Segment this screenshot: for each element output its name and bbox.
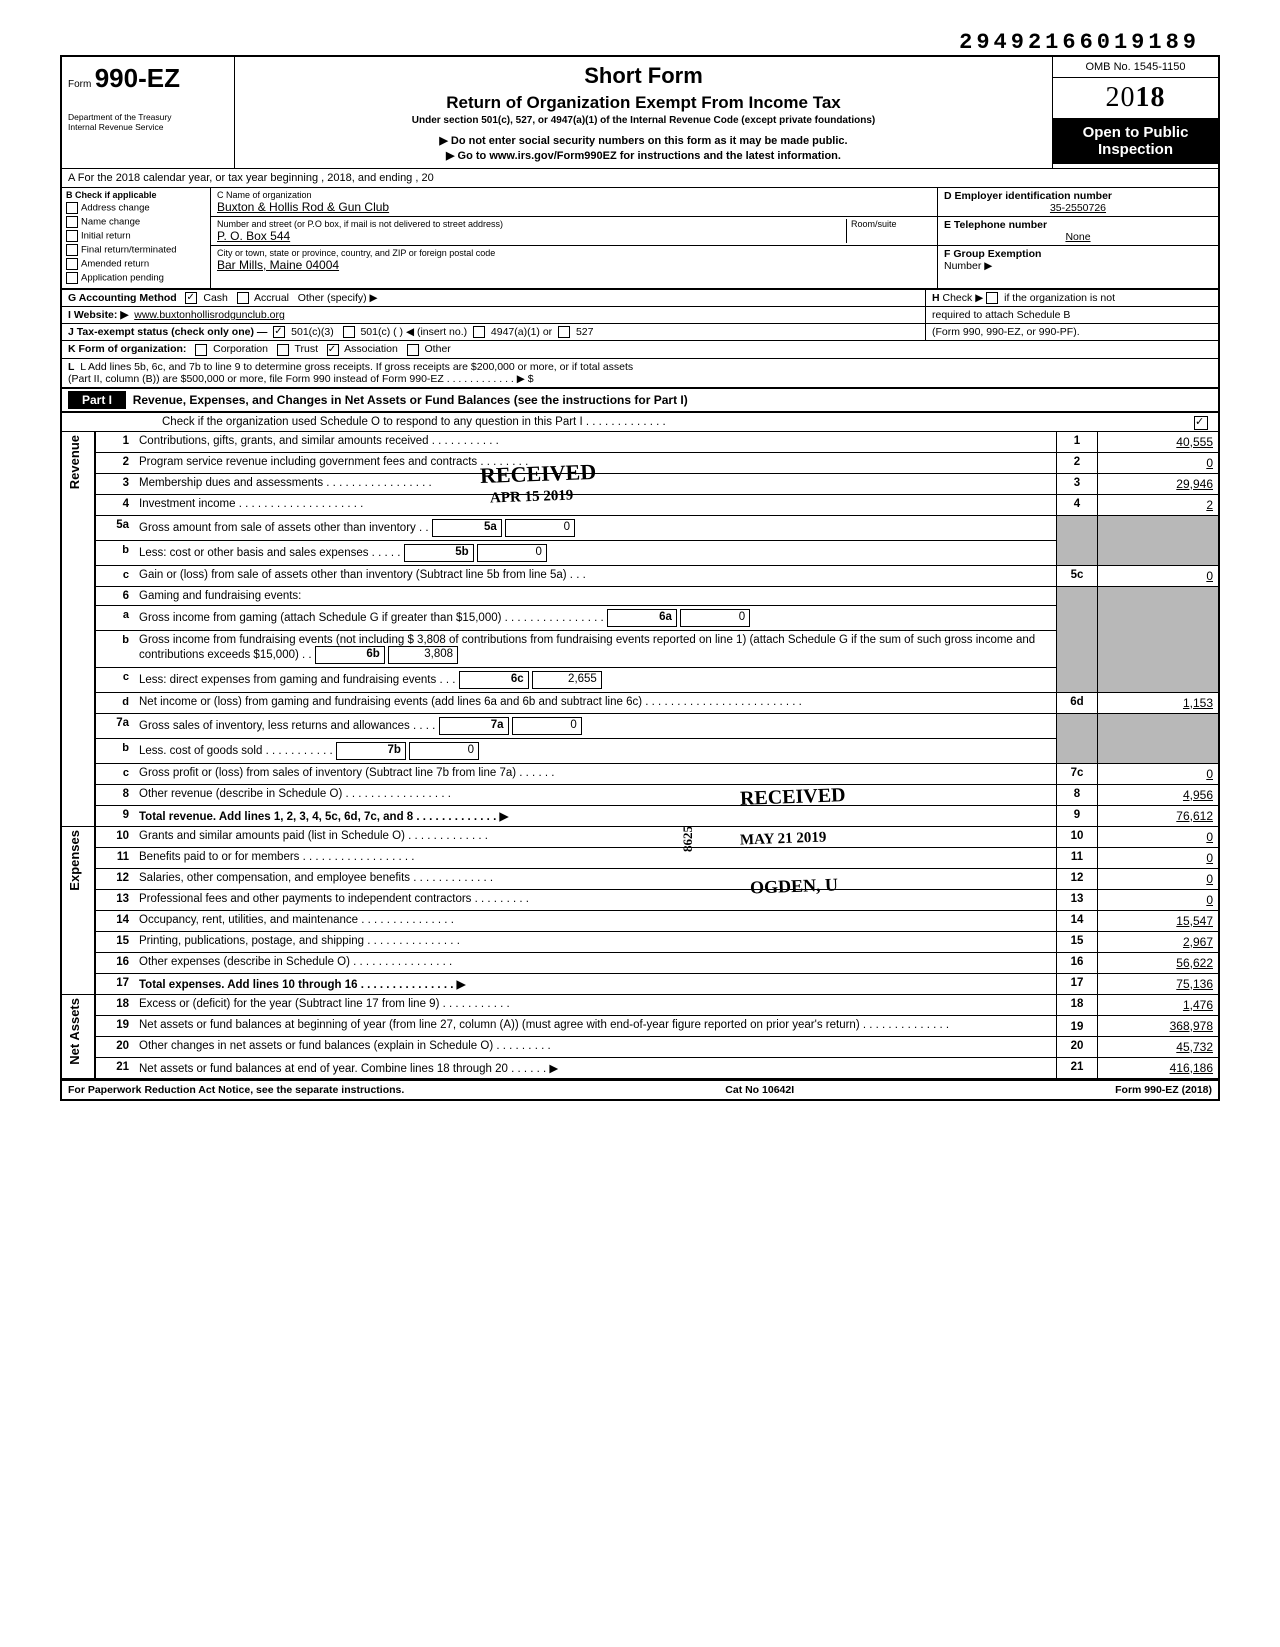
stamp-received-1: RECEIVED [480, 459, 597, 489]
c-label: C Name of organization [217, 190, 931, 200]
instruction-1: ▶ Do not enter social security numbers o… [247, 134, 1040, 147]
row-h: H Check ▶ if the organization is not [925, 290, 1218, 306]
row-j: J Tax-exempt status (check only one) — 5… [62, 324, 925, 340]
stamp-side: 8625 [680, 826, 696, 852]
chk-pending: Application pending [66, 272, 206, 284]
row-h3: (Form 990, 990-EZ, or 990-PF). [925, 324, 1218, 340]
chk-4947 [473, 326, 485, 338]
chk-assoc [327, 344, 339, 356]
chk-h [986, 292, 998, 304]
header-right: OMB No. 1545-1150 2018 Open to Public In… [1052, 57, 1218, 168]
chk-501c3 [273, 326, 285, 338]
addr-val: P. O. Box 544 [217, 229, 846, 243]
right-block: D Employer identification number 35-2550… [937, 188, 1218, 288]
footer-right: Form 990-EZ (2018) [1115, 1084, 1212, 1096]
revenue-side: Revenue [61, 431, 95, 826]
org-name: Buxton & Hollis Rod & Gun Club [217, 200, 931, 214]
stamp-ogden: OGDEN, U [750, 874, 839, 898]
document-number: 29492166019189 [60, 30, 1220, 55]
e-cell: E Telephone number None [938, 217, 1218, 246]
addr-label: Number and street (or P.O box, if mail i… [217, 219, 846, 229]
row-g: G Accounting Method Cash Accrual Other (… [62, 290, 925, 306]
addr-cell: Number and street (or P.O box, if mail i… [211, 217, 937, 246]
d-val: 35-2550726 [944, 202, 1212, 214]
stamp-date-2: MAY 21 2019 [740, 829, 827, 849]
form-subtitle: Return of Organization Exempt From Incom… [247, 93, 1040, 113]
rows-g-l: G Accounting Method Cash Accrual Other (… [60, 290, 1220, 389]
year-bold: 18 [1136, 82, 1166, 113]
dept-line2: Internal Revenue Service [68, 122, 228, 132]
row-l: L L Add lines 5b, 6c, and 7b to line 9 t… [62, 359, 1218, 387]
expenses-side: Expenses [61, 826, 95, 994]
part1-title: Revenue, Expenses, and Changes in Net As… [133, 393, 688, 407]
dept-line1: Department of the Treasury [68, 112, 228, 122]
website: www.buxtonhollisrodgunclub.org [134, 309, 285, 321]
org-name-cell: C Name of organization Buxton & Hollis R… [211, 188, 937, 217]
footer: For Paperwork Reduction Act Notice, see … [60, 1080, 1220, 1101]
part1-check-row: Check if the organization used Schedule … [60, 413, 1220, 431]
chk-final: Final return/terminated [66, 244, 206, 256]
open-line1: Open to Public [1055, 124, 1216, 141]
d-label: D Employer identification number [944, 190, 1212, 202]
part1-table: Revenue 1 Contributions, gifts, grants, … [60, 431, 1220, 1080]
form-header: Form 990-EZ Department of the Treasury I… [60, 55, 1220, 168]
chk-address: Address change [66, 202, 206, 214]
stamp-date-1: APR 15 2019 [490, 487, 574, 507]
instruction-2: ▶ Go to www.irs.gov/Form990EZ for instru… [247, 149, 1040, 162]
header-left: Form 990-EZ Department of the Treasury I… [62, 57, 235, 168]
form-prefix: Form [68, 79, 91, 90]
chk-other [407, 344, 419, 356]
section-b: B Check if applicable Address change Nam… [62, 188, 211, 288]
section-c: C Name of organization Buxton & Hollis R… [211, 188, 937, 288]
row-k: K Form of organization: Corporation Trus… [62, 341, 1218, 358]
f-label: F Group Exemption [944, 248, 1041, 260]
open-line2: Inspection [1055, 141, 1216, 158]
chk-accrual [237, 292, 249, 304]
footer-mid: Cat No 10642I [725, 1084, 794, 1096]
netassets-side: Net Assets [61, 994, 95, 1079]
omb-number: OMB No. 1545-1150 [1053, 57, 1218, 78]
chk-amended: Amended return [66, 258, 206, 270]
part1-label: Part I [68, 391, 126, 409]
part1-header: Part I Revenue, Expenses, and Changes in… [60, 389, 1220, 413]
form-number: 990-EZ [95, 63, 180, 93]
year-prefix: 20 [1106, 82, 1136, 113]
row-a-calendar: A For the 2018 calendar year, or tax yea… [60, 168, 1220, 187]
footer-left: For Paperwork Reduction Act Notice, see … [68, 1084, 404, 1096]
form-under: Under section 501(c), 527, or 4947(a)(1)… [247, 115, 1040, 126]
info-grid: B Check if applicable Address change Nam… [60, 187, 1220, 290]
header-mid: Short Form Return of Organization Exempt… [235, 57, 1052, 168]
e-val: None [944, 231, 1212, 243]
city-label: City or town, state or province, country… [217, 248, 931, 258]
f-label2: Number ▶ [944, 260, 992, 272]
chk-trust [277, 344, 289, 356]
chk-501c [343, 326, 355, 338]
f-cell: F Group Exemption Number ▶ [938, 246, 1218, 274]
city-val: Bar Mills, Maine 04004 [217, 258, 931, 272]
form-title: Short Form [247, 63, 1040, 89]
section-b-label: B Check if applicable [66, 190, 206, 200]
tax-year: 2018 [1053, 78, 1218, 118]
open-to-public: Open to Public Inspection [1053, 118, 1218, 164]
room-label: Room/suite [851, 219, 931, 229]
chk-527 [558, 326, 570, 338]
part1-checkbox [1194, 416, 1208, 430]
d-cell: D Employer identification number 35-2550… [938, 188, 1218, 217]
e-label: E Telephone number [944, 219, 1212, 231]
row-i: I Website: ▶ www.buxtonhollisrodgunclub.… [62, 307, 925, 323]
chk-corp [195, 344, 207, 356]
city-cell: City or town, state or province, country… [211, 246, 937, 274]
chk-name: Name change [66, 216, 206, 228]
chk-initial: Initial return [66, 230, 206, 242]
chk-cash [185, 292, 197, 304]
row-h2: required to attach Schedule B [925, 307, 1218, 323]
stamp-received-2: RECEIVED [740, 784, 846, 811]
